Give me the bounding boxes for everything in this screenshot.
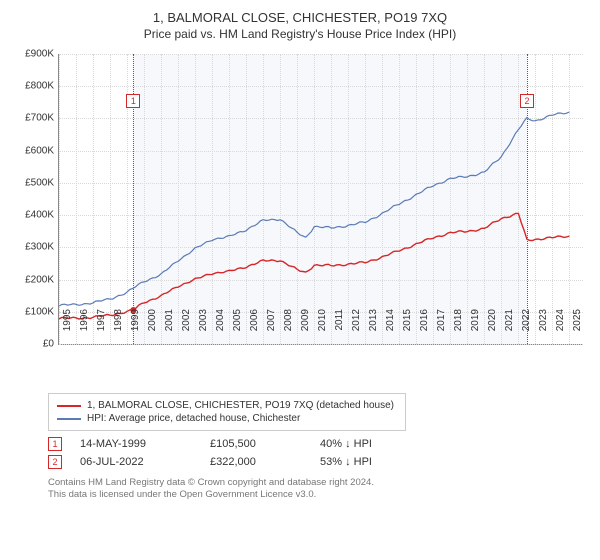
y-axis-label: £600K	[4, 145, 54, 156]
x-axis-label: 2015	[402, 309, 413, 349]
x-axis-label: 2005	[232, 309, 243, 349]
y-axis-label: £400K	[4, 210, 54, 221]
x-axis-label: 1997	[96, 309, 107, 349]
transaction-badge: 1	[48, 437, 62, 451]
x-axis-label: 2019	[470, 309, 481, 349]
x-axis-label: 2020	[487, 309, 498, 349]
x-axis-label: 2012	[351, 309, 362, 349]
footnote-line: Contains HM Land Registry data © Crown c…	[48, 477, 592, 489]
x-axis-label: 2002	[181, 309, 192, 349]
x-axis-label: 1999	[130, 309, 141, 349]
legend-swatch	[57, 418, 81, 420]
x-axis-label: 2025	[572, 309, 583, 349]
x-axis-label: 2018	[453, 309, 464, 349]
y-axis-label: £700K	[4, 113, 54, 124]
y-axis-label: £900K	[4, 49, 54, 60]
legend: 1, BALMORAL CLOSE, CHICHESTER, PO19 7XQ …	[48, 393, 406, 431]
x-axis-label: 2014	[385, 309, 396, 349]
x-axis-label: 2016	[419, 309, 430, 349]
x-axis-label: 2001	[164, 309, 175, 349]
y-axis-label: £0	[4, 339, 54, 350]
x-axis-label: 2024	[555, 309, 566, 349]
page-title: 1, BALMORAL CLOSE, CHICHESTER, PO19 7XQ	[8, 10, 592, 25]
x-axis-label: 2010	[317, 309, 328, 349]
transaction-price: £105,500	[210, 438, 320, 450]
x-axis-label: 2022	[521, 309, 532, 349]
transaction-table: 1 14-MAY-1999£105,50040% ↓ HPI 2 06-JUL-202…	[48, 437, 592, 469]
legend-label: HPI: Average price, detached house, Chic…	[87, 413, 300, 424]
x-axis-label: 2000	[147, 309, 158, 349]
legend-item: 1, BALMORAL CLOSE, CHICHESTER, PO19 7XQ …	[57, 400, 397, 411]
transaction-diff: 53% ↓ HPI	[320, 456, 420, 468]
x-axis-label: 2008	[283, 309, 294, 349]
transaction-date: 06-JUL-2022	[80, 456, 210, 468]
y-axis-label: £300K	[4, 242, 54, 253]
legend-swatch	[57, 405, 81, 407]
x-axis-label: 1995	[62, 309, 73, 349]
transaction-row: 1 14-MAY-1999£105,50040% ↓ HPI	[48, 437, 592, 451]
page-subtitle: Price paid vs. HM Land Registry's House …	[8, 27, 592, 41]
y-axis-label: £200K	[4, 274, 54, 285]
y-axis-label: £100K	[4, 306, 54, 317]
footnote-line: This data is licensed under the Open Gov…	[48, 489, 592, 501]
legend-item: HPI: Average price, detached house, Chic…	[57, 413, 397, 424]
transaction-row: 2 06-JUL-2022£322,00053% ↓ HPI	[48, 455, 592, 469]
series-line	[59, 112, 569, 306]
series-line	[59, 213, 569, 319]
x-axis-label: 2011	[334, 309, 345, 349]
transaction-date: 14-MAY-1999	[80, 438, 210, 450]
chart: 12 £0£100K£200K£300K£400K£500K£600K£700K…	[8, 49, 592, 389]
plot-area: 12	[58, 54, 583, 345]
transaction-price: £322,000	[210, 456, 320, 468]
footnote: Contains HM Land Registry data © Crown c…	[48, 477, 592, 502]
x-axis-label: 2017	[436, 309, 447, 349]
y-axis-label: £500K	[4, 177, 54, 188]
x-axis-label: 1998	[113, 309, 124, 349]
y-axis-label: £800K	[4, 81, 54, 92]
x-axis-label: 2013	[368, 309, 379, 349]
x-axis-label: 2021	[504, 309, 515, 349]
x-axis-label: 2007	[266, 309, 277, 349]
x-axis-label: 2009	[300, 309, 311, 349]
x-axis-label: 2023	[538, 309, 549, 349]
series-svg	[59, 54, 583, 344]
transaction-badge: 2	[48, 455, 62, 469]
x-axis-label: 2003	[198, 309, 209, 349]
transaction-diff: 40% ↓ HPI	[320, 438, 420, 450]
x-axis-label: 1996	[79, 309, 90, 349]
x-axis-label: 2006	[249, 309, 260, 349]
x-axis-label: 2004	[215, 309, 226, 349]
legend-label: 1, BALMORAL CLOSE, CHICHESTER, PO19 7XQ …	[87, 400, 394, 411]
